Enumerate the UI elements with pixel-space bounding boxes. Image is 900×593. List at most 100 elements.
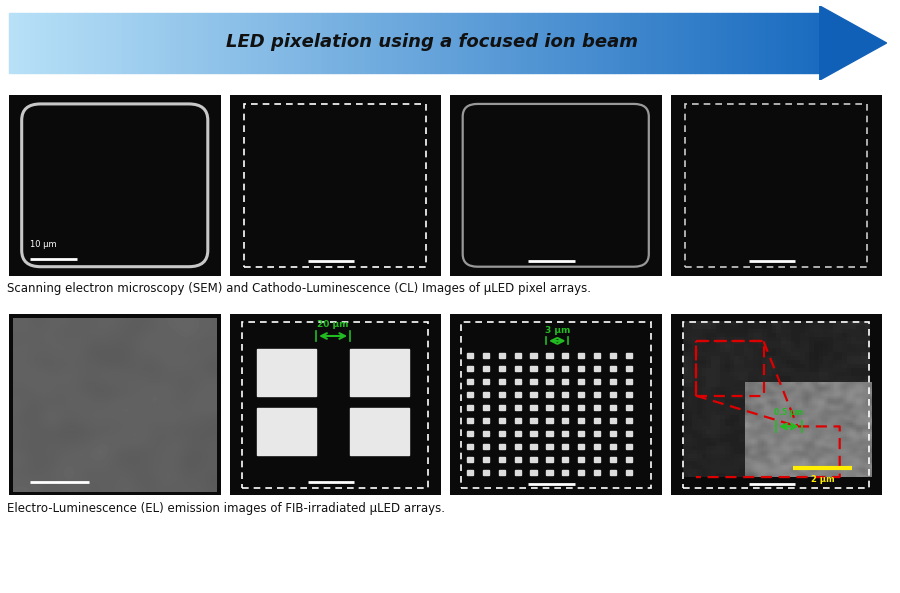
Text: Electro-Luminescence (EL) emission images of FIB-irradiated μLED arrays.: Electro-Luminescence (EL) emission image… [7,502,446,515]
Bar [609,444,616,449]
Bar [425,13,430,72]
Bar [739,13,744,72]
Bar [717,13,723,72]
Bar [268,13,274,72]
Bar [626,379,632,384]
Bar [14,13,20,72]
Bar [755,13,760,72]
Bar [609,353,616,358]
Bar [734,13,739,72]
Bar [371,13,376,72]
Text: 20 μm: 20 μm [318,320,349,329]
Bar [544,13,550,72]
Bar [594,417,600,423]
Bar [301,13,306,72]
Bar [457,13,463,72]
Bar [317,13,322,72]
Bar [771,13,777,72]
Bar [295,13,301,72]
Bar [515,366,521,371]
Bar [561,13,566,72]
Bar [609,431,616,436]
Bar [499,353,505,358]
Bar [566,13,572,72]
Bar [685,13,690,72]
Bar [546,353,553,358]
Bar [550,13,555,72]
Bar [36,13,41,72]
Bar [534,13,539,72]
Bar [284,13,290,72]
Bar [436,13,441,72]
Bar [626,405,632,410]
Bar [446,13,452,72]
Bar [160,13,166,72]
Bar [518,13,523,72]
Bar [615,13,620,72]
Bar [376,13,382,72]
Bar [578,417,584,423]
Bar [814,13,820,72]
Bar [452,13,457,72]
Bar [499,366,505,371]
Bar [95,13,101,72]
Bar [546,431,553,436]
Bar [712,13,717,72]
Bar [515,444,521,449]
Bar [546,470,553,475]
Bar [182,13,187,72]
Bar [499,379,505,384]
Bar [101,13,106,72]
Bar [482,392,489,397]
Bar [766,13,771,72]
Bar [588,13,593,72]
Bar [546,366,553,371]
Bar [220,13,225,72]
Bar [578,405,584,410]
Bar [482,353,489,358]
Bar [257,349,316,396]
Bar [572,13,577,72]
Bar [598,13,604,72]
Bar [482,366,489,371]
Bar [257,409,316,455]
Bar [562,405,569,410]
Bar [344,13,349,72]
Bar [562,353,569,358]
Bar [90,13,95,72]
Bar [52,13,58,72]
Bar [609,366,616,371]
Bar [594,392,600,397]
Bar [515,470,521,475]
Bar [626,366,632,371]
Bar [20,13,25,72]
Bar [338,13,344,72]
Bar [530,379,536,384]
Bar [609,379,616,384]
Bar [701,13,706,72]
Bar [546,392,553,397]
Bar [244,104,427,267]
Bar [68,13,74,72]
Bar [467,457,473,462]
Bar [706,13,712,72]
Bar [626,13,631,72]
Bar [467,431,473,436]
Bar [620,13,625,72]
Bar [252,13,257,72]
Text: 10 μm: 10 μm [31,240,57,248]
Bar [47,13,52,72]
Bar [467,366,473,371]
Bar [530,405,536,410]
Bar [578,379,584,384]
Bar [515,431,521,436]
Bar [515,353,521,358]
Bar [609,470,616,475]
Bar [690,13,696,72]
Bar [403,13,409,72]
Bar [562,431,569,436]
Bar [530,457,536,462]
Text: Scanning electron microscopy (SEM) and Cathodo-Luminescence (CL) Images of μLED : Scanning electron microscopy (SEM) and C… [7,282,591,295]
Bar [236,13,241,72]
Bar [507,13,512,72]
